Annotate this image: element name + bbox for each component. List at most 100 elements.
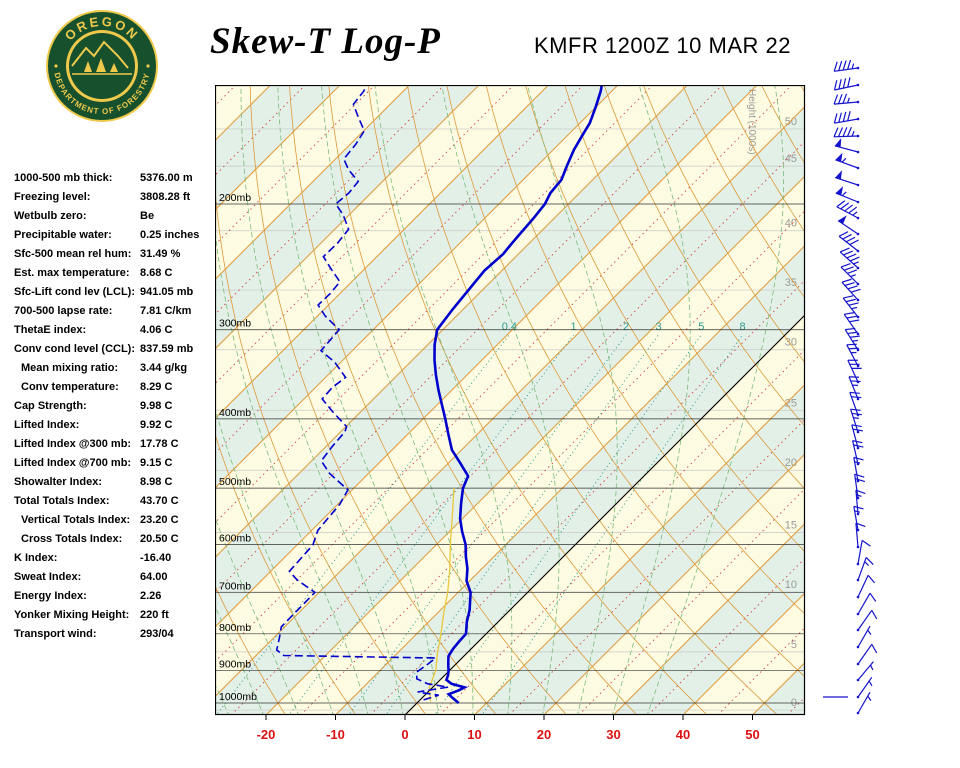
index-value: 837.59 mb [140, 343, 194, 355]
wind-barb [833, 111, 860, 124]
index-label: Freezing level: [14, 191, 91, 203]
index-row: Total Totals Index: 43.70 C [14, 495, 224, 514]
wind-barb [833, 77, 860, 91]
wind-barb [856, 539, 871, 566]
mixing-ratio-label: 3 [655, 321, 661, 333]
index-value: 9.92 C [140, 419, 173, 431]
index-row: ThetaE index: 4.06 C [14, 324, 224, 343]
index-label: Sfc-Lift cond lev (LCL): [14, 286, 135, 298]
pressure-gridlines [215, 203, 805, 704]
index-row: 700-500 lapse rate: 7.81 C/km [14, 305, 224, 324]
index-label: ThetaE index: [14, 324, 87, 336]
wind-barb [842, 295, 860, 319]
index-label: Cross Totals Index: [21, 533, 123, 545]
wind-barb [853, 456, 864, 483]
wind-barb [856, 625, 872, 649]
pressure-label: 200mb [219, 192, 251, 204]
pressure-label: 300mb [219, 318, 251, 330]
height-label: 5 [791, 639, 797, 651]
index-row: Lifted Index @700 mb: 9.15 C [14, 457, 224, 476]
pressure-label: 800mb [219, 622, 251, 634]
wind-barb [856, 609, 878, 632]
wetbulb-trace [428, 488, 455, 702]
height-label: 15 [785, 520, 797, 532]
index-label: Est. max temperature: [14, 267, 130, 279]
index-value: 8.68 C [140, 267, 173, 279]
index-label: Lifted Index @700 mb: [14, 457, 132, 469]
index-row: Yonker Mixing Height: 220 ft [14, 609, 224, 628]
index-row: Mean mixing ratio: 3.44 g/kg [14, 362, 224, 381]
index-label: Conv temperature: [21, 381, 119, 393]
tree-icon [84, 61, 92, 72]
wind-barb [837, 215, 860, 236]
chart-border [215, 85, 806, 716]
index-value: 20.50 C [140, 533, 179, 545]
station-time-label: KMFR 1200Z 10 MAR 22 [534, 33, 791, 58]
height-label: 35 [785, 277, 797, 289]
index-label: Conv cond level (CCL): [14, 343, 136, 355]
temperature-trace [433, 85, 604, 705]
height-label: 45 [785, 153, 797, 165]
height-label: 20 [785, 457, 797, 469]
temp-axis-label: -20 [257, 727, 276, 742]
pressure-label: 900mb [219, 658, 251, 670]
index-label: Vertical Totals Index: [21, 514, 131, 526]
index-label: Energy Index: [14, 590, 87, 602]
index-value: -16.40 [140, 552, 172, 564]
height-label: 10 [785, 579, 797, 591]
height-axis-title: Height (1000s) [746, 89, 757, 155]
wind-barb [853, 505, 864, 532]
wind-barb [833, 60, 860, 72]
index-row: Cap Strength: 9.98 C [14, 400, 224, 419]
wind-barb [833, 126, 860, 138]
index-value: 0.25 inches [140, 229, 200, 241]
index-row: Conv cond level (CCL): 837.59 mb [14, 343, 224, 362]
mixing-ratio-label: 5 [698, 321, 704, 333]
wind-barb [833, 93, 860, 105]
wind-barb [846, 343, 860, 368]
index-value: 2.26 [140, 590, 162, 602]
index-label: 1000-500 mb thick: [14, 172, 113, 184]
index-row: Lifted Index @300 mb: 17.78 C [14, 438, 224, 457]
index-row: Sfc-Lift cond lev (LCL): 941.05 mb [14, 286, 224, 305]
logo-dot-left [54, 64, 58, 68]
index-row: Precipitable water: 0.25 inches [14, 229, 224, 248]
pressure-labels: 200mb 300mb 400mb 500mb 600mb 700mb 800mb 900mb… [219, 192, 257, 703]
tree-icon [96, 58, 106, 72]
wind-barb [856, 643, 878, 666]
wind-barb [835, 186, 860, 204]
index-label: Lifted Index: [14, 419, 80, 431]
wind-barb [856, 676, 873, 699]
wind-barb [835, 152, 860, 170]
height-label: 50 [785, 116, 797, 128]
temp-axis-label: 50 [745, 727, 759, 742]
index-label: K Index: [14, 552, 58, 564]
index-row: Wetbulb zero: Be [14, 210, 224, 229]
temp-axis-label: 20 [537, 727, 551, 742]
index-value: 941.05 mb [140, 286, 194, 298]
index-label: Yonker Mixing Height: [14, 609, 130, 621]
wind-barb [856, 691, 872, 715]
wind-barb [855, 489, 866, 516]
wind-barb [856, 557, 874, 582]
tree-icon [110, 63, 118, 72]
dry-adiabats [215, 85, 805, 715]
index-row: Cross Totals Index: 20.50 C [14, 533, 224, 552]
temp-axis-label: -10 [326, 727, 345, 742]
index-value: 4.06 C [140, 324, 173, 336]
wind-barb [843, 312, 860, 336]
index-label: Precipitable water: [14, 229, 112, 241]
index-value: 220 ft [140, 609, 169, 621]
pressure-label: 1000mb [219, 691, 257, 703]
index-row: Sfc-500 mean rel hum: 31.49 % [14, 248, 224, 267]
wind-barb [836, 200, 860, 220]
index-value: 7.81 C/km [140, 305, 192, 317]
wind-barb [855, 522, 866, 549]
moist-adiabats [215, 85, 785, 715]
index-row: Conv temperature: 8.29 C [14, 381, 224, 400]
wind-barb [854, 473, 866, 500]
height-label: 40 [785, 218, 797, 230]
index-row: Freezing level: 3808.28 ft [14, 191, 224, 210]
